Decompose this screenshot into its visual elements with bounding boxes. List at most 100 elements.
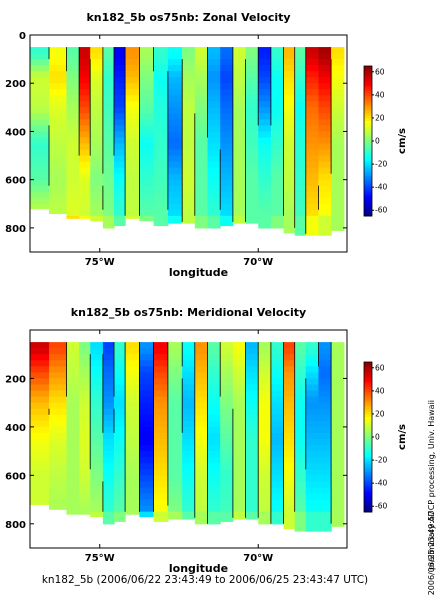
velocity-cell (90, 89, 104, 96)
velocity-cell (139, 342, 155, 349)
velocity-cell (283, 197, 296, 205)
velocity-cell (167, 469, 183, 476)
velocity-cell (270, 499, 285, 507)
velocity-cell (79, 161, 91, 169)
velocity-cell (182, 366, 196, 373)
velocity-cell (207, 451, 221, 458)
velocity-cell (194, 71, 209, 78)
velocity-cell (318, 221, 332, 229)
velocity-cell (102, 402, 115, 410)
velocity-cell (125, 77, 140, 84)
velocity-cell (49, 463, 68, 470)
velocity-cell (66, 493, 80, 501)
velocity-cell (220, 366, 234, 373)
velocity-cell (66, 342, 80, 349)
velocity-cell (102, 469, 115, 476)
velocity-cell (232, 372, 247, 380)
velocity-cell (125, 137, 140, 145)
velocity-cell (283, 161, 296, 169)
velocity-cell (245, 396, 259, 404)
velocity-cell (153, 107, 169, 114)
velocity-cell (102, 408, 115, 416)
velocity-cell (294, 414, 307, 422)
velocity-cell (207, 445, 221, 452)
velocity-cell (125, 511, 140, 515)
chart-title: kn182_5b os75nb: Meridional Velocity (71, 306, 306, 319)
velocity-cell (66, 173, 80, 181)
velocity-cell (305, 390, 320, 398)
velocity-cell (305, 420, 320, 428)
velocity-cell (66, 469, 80, 476)
velocity-cell (245, 143, 259, 151)
velocity-cell (114, 457, 126, 464)
velocity-cell (66, 209, 80, 217)
velocity-cell (305, 113, 320, 120)
velocity-cell (245, 155, 259, 163)
velocity-cell (30, 113, 50, 120)
velocity-cell (114, 372, 126, 380)
velocity-cell (79, 203, 91, 211)
velocity-cell (139, 372, 155, 380)
velocity-cell (90, 475, 104, 482)
velocity-cell (79, 426, 91, 434)
velocity-cell (207, 499, 221, 507)
velocity-cell (294, 475, 307, 482)
velocity-cell (331, 420, 345, 428)
velocity-cell (207, 408, 221, 416)
velocity-cell (207, 65, 221, 72)
velocity-cell (318, 185, 332, 193)
velocity-cell (90, 384, 104, 392)
velocity-cell (318, 348, 332, 355)
velocity-cell (331, 95, 345, 102)
velocity-cell (331, 408, 345, 416)
velocity-cell (245, 366, 259, 373)
velocity-cell (153, 487, 169, 495)
velocity-cell (102, 113, 115, 120)
velocity-cell (305, 342, 320, 349)
velocity-cell (318, 227, 332, 235)
velocity-cell (49, 493, 68, 501)
velocity-cell (182, 191, 196, 199)
velocity-cell (153, 517, 169, 522)
velocity-cell (153, 505, 169, 513)
colorbar-step (364, 439, 372, 443)
velocity-cell (139, 113, 155, 120)
velocity-cell (294, 167, 307, 175)
velocity-cell (102, 143, 115, 151)
velocity-cell (294, 469, 307, 476)
colorbar-step (364, 409, 372, 413)
x-tick-label: 75°W (85, 553, 115, 564)
velocity-cell (270, 89, 285, 96)
velocity-cell (102, 89, 115, 96)
velocity-cell (167, 505, 183, 513)
velocity-cell (294, 342, 307, 349)
velocity-cell (49, 125, 68, 133)
velocity-cell (114, 475, 126, 482)
velocity-cell (139, 125, 155, 133)
velocity-cell (294, 119, 307, 127)
velocity-cell (182, 131, 196, 139)
velocity-cell (331, 107, 345, 114)
velocity-cell (207, 342, 221, 349)
velocity-cell (90, 432, 104, 440)
velocity-cell (283, 463, 296, 470)
velocity-cell (245, 83, 259, 90)
velocity-cell (258, 215, 272, 223)
velocity-cell (125, 390, 140, 398)
velocity-cell (245, 445, 259, 452)
velocity-cell (305, 209, 320, 217)
velocity-cell (182, 137, 196, 145)
velocity-cell (102, 155, 115, 163)
velocity-cell (207, 161, 221, 169)
velocity-cell (49, 378, 68, 386)
velocity-cell (258, 408, 272, 416)
velocity-cell (331, 125, 345, 133)
velocity-cell (318, 457, 332, 464)
velocity-cell (220, 414, 234, 422)
velocity-cell (318, 372, 332, 380)
velocity-cell (167, 426, 183, 434)
velocity-cell (194, 221, 209, 229)
velocity-cell (270, 517, 285, 525)
velocity-cell (220, 89, 234, 96)
velocity-cell (318, 439, 332, 446)
